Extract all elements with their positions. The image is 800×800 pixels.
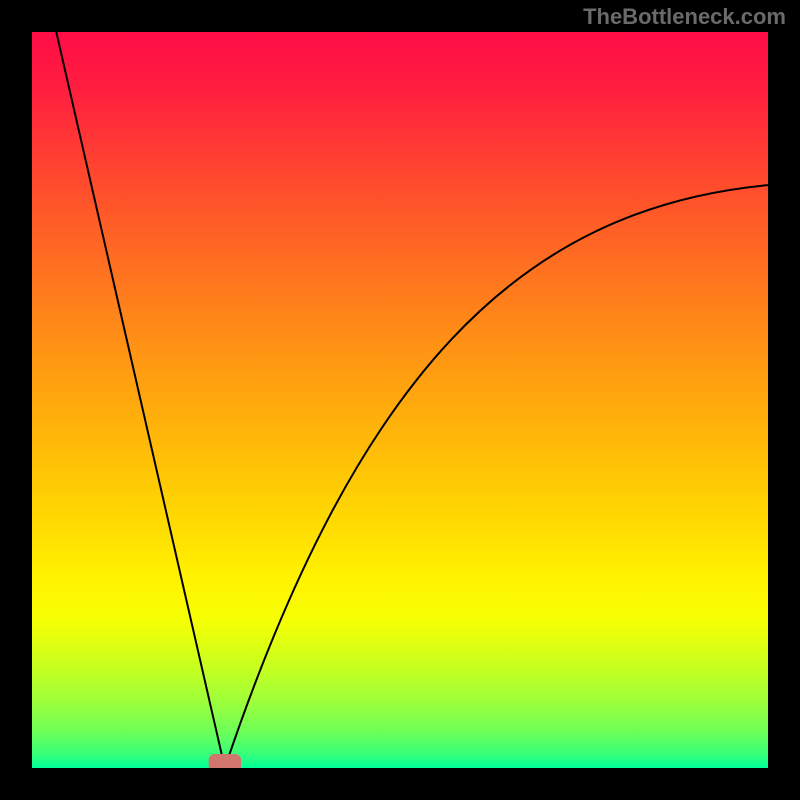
plot-area <box>32 32 768 768</box>
chart-container: TheBottleneck.com <box>0 0 800 800</box>
gradient-background <box>32 32 768 768</box>
vertex-marker <box>209 754 241 768</box>
watermark-text: TheBottleneck.com <box>583 4 786 30</box>
bottleneck-curve-chart <box>32 32 768 768</box>
